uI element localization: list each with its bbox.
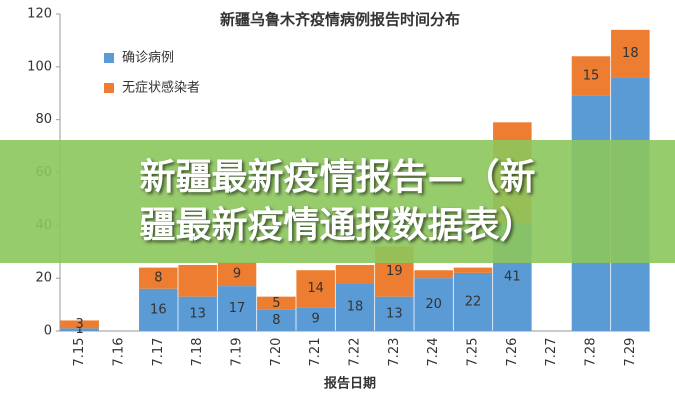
y-tick-label: 20 — [35, 271, 52, 286]
data-label: 1 — [76, 322, 84, 337]
bar-segment — [60, 328, 99, 331]
legend-swatch — [104, 53, 114, 63]
data-label: 13 — [386, 306, 403, 321]
bar-segment — [453, 267, 493, 273]
x-tick-label: 7.17 — [151, 338, 166, 367]
x-tick-label: 7.18 — [190, 338, 205, 367]
banner-line: 新疆最新疫情报告—（新 — [139, 156, 536, 198]
x-tick-label: 7.21 — [308, 338, 323, 367]
bar-segment — [414, 278, 453, 331]
bar-segment — [571, 56, 611, 96]
bar-segment — [139, 267, 178, 289]
y-tick-label: 120 — [27, 7, 52, 22]
x-tick-label: 7.16 — [112, 338, 127, 367]
x-tick-label: 7.22 — [348, 338, 363, 367]
banner: 新疆最新疫情报告—（新 疆最新疫情通报数据表） — [0, 140, 675, 263]
x-tick-label: 7.27 — [544, 338, 559, 367]
x-tick-label: 7.19 — [230, 338, 245, 367]
bar-segment — [257, 296, 296, 310]
data-label: 20 — [425, 297, 442, 312]
bar-segment — [335, 283, 375, 331]
bar-segment — [296, 270, 335, 308]
data-label: 16 — [150, 302, 167, 317]
banner-line: 疆最新疫情通报数据表） — [139, 204, 536, 246]
data-label: 18 — [347, 300, 364, 315]
data-label: 13 — [189, 306, 206, 321]
legend-label: 无症状感染者 — [122, 80, 200, 96]
bar-segment — [296, 307, 335, 331]
x-axis-title: 报告日期 — [324, 376, 376, 392]
data-label: 17 — [229, 301, 246, 316]
data-label: 9 — [312, 312, 320, 327]
data-label: 15 — [583, 69, 600, 84]
bar-segment — [217, 262, 257, 287]
data-label: 9 — [233, 267, 241, 282]
y-tick-label: 80 — [35, 112, 52, 127]
x-tick-label: 7.24 — [426, 338, 441, 367]
data-label: 8 — [272, 313, 280, 328]
data-label: 14 — [307, 281, 324, 296]
data-label: 22 — [465, 294, 482, 309]
bar-segment — [611, 29, 650, 78]
data-label: 41 — [504, 269, 521, 284]
chart-title: 新疆乌鲁木齐疫情病例报告时间分布 — [220, 11, 460, 29]
data-label: 3 — [76, 317, 84, 332]
bar-segment — [375, 296, 414, 331]
x-tick-label: 7.25 — [466, 338, 481, 367]
x-tick-label: 7.26 — [505, 338, 520, 367]
bar-segment — [139, 288, 178, 331]
bar-segment — [178, 296, 217, 331]
data-label: 18 — [622, 46, 639, 61]
x-tick-label: 7.15 — [72, 338, 87, 367]
data-label: 5 — [272, 296, 280, 311]
x-tick-label: 7.29 — [623, 338, 638, 367]
legend-label: 确诊病例 — [122, 51, 174, 66]
x-tick-label: 7.20 — [269, 338, 284, 367]
legend-swatch — [104, 83, 114, 93]
bar-segment — [414, 270, 453, 279]
bar-segment — [335, 264, 375, 284]
y-tick-label: 0 — [44, 324, 52, 339]
bar-segment — [178, 264, 217, 297]
y-tick-label: 100 — [27, 59, 52, 74]
x-tick-label: 7.28 — [584, 338, 599, 367]
x-tick-label: 7.23 — [387, 338, 402, 367]
bar-segment — [453, 272, 493, 331]
bar-segment — [60, 320, 99, 329]
bar-segment — [257, 309, 296, 331]
bar-segment — [217, 286, 257, 331]
data-label: 19 — [386, 264, 403, 279]
data-label: 8 — [154, 271, 162, 286]
